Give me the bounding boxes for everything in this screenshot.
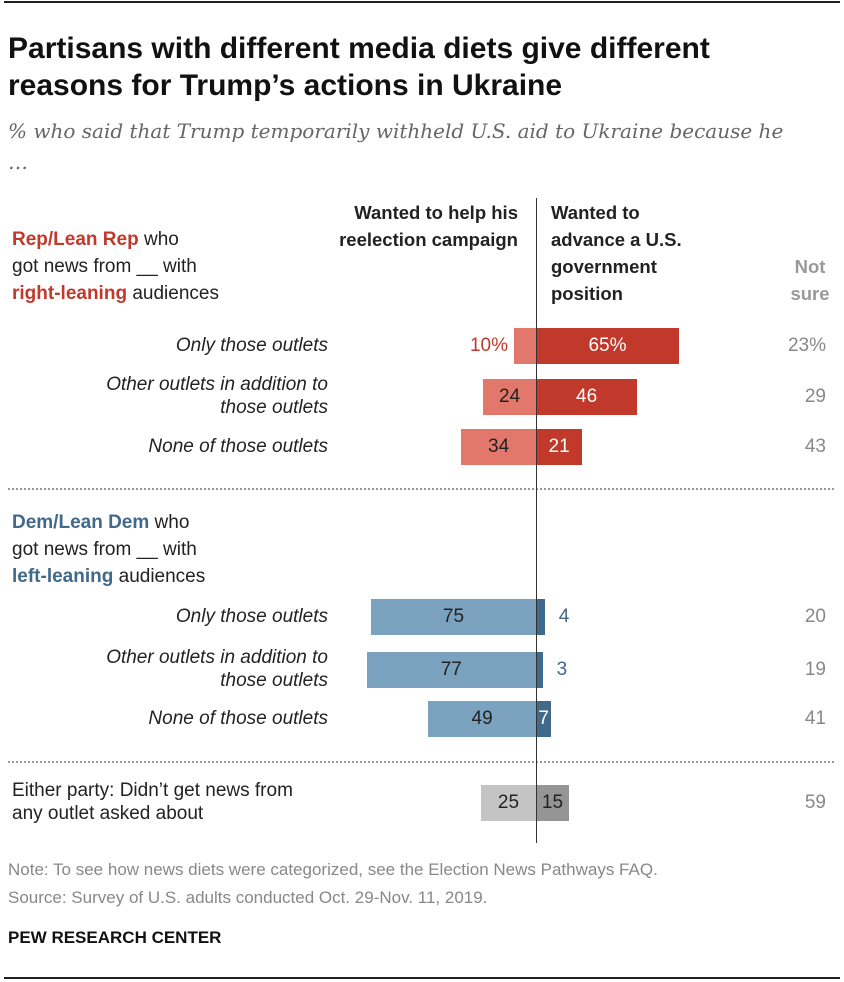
row-label: Other outlets in addition to those outle…: [106, 374, 328, 418]
source: Source: Survey of U.S. adults conducted …: [8, 888, 488, 907]
value-reelection: 77: [440, 659, 462, 680]
note: Note: To see how news diets were categor…: [8, 860, 658, 879]
group-party: Dem/Lean Dem: [12, 512, 150, 533]
bar-government: [536, 701, 552, 737]
value-government: 15: [541, 792, 564, 813]
value-government: 7: [538, 708, 549, 729]
group-party: Rep/Lean Rep: [12, 229, 139, 250]
group-line2: got news from __ with: [12, 256, 197, 277]
group-aud: audiences: [127, 283, 219, 304]
group-lean: right-leaning: [12, 283, 128, 304]
row-label: None of those outlets: [148, 708, 328, 729]
chart-title: Partisans with different media diets giv…: [8, 32, 710, 102]
value-government: 46: [576, 386, 598, 407]
bar-government: [536, 785, 569, 821]
divider: [8, 761, 834, 763]
bar-reelection: [371, 599, 536, 635]
value-not-sure: 41: [804, 708, 826, 729]
bar-government: [536, 652, 543, 688]
value-reelection: 10%: [469, 335, 508, 356]
group-header-rep: Rep/Lean Rep who got news from __ with r…: [12, 226, 219, 307]
bottom-rule: [4, 977, 840, 979]
zero-axis: [536, 198, 538, 843]
group-who: who: [149, 512, 190, 533]
column-header-reelection: Wanted to help his reelection campaign: [339, 202, 518, 250]
value-reelection: 49: [471, 708, 493, 729]
bar-reelection: [461, 429, 536, 465]
bar-reelection: [428, 701, 536, 737]
chart-subtitle: % who said that Trump temporarily withhe…: [8, 119, 784, 174]
value-not-sure: 20: [804, 606, 826, 627]
value-government: 3: [556, 659, 568, 680]
bar-reelection: [483, 379, 536, 415]
row-label: Other outlets in addition to those outle…: [106, 647, 328, 691]
bar-government: [536, 379, 638, 415]
group-aud: audiences: [113, 566, 206, 587]
bar-reelection: [481, 785, 536, 821]
bar-government: [536, 429, 583, 465]
row-label: Either party: Didn’t get news from any o…: [12, 780, 293, 824]
row-label: Only those outlets: [175, 335, 328, 356]
value-not-sure: 43: [804, 436, 826, 457]
row-label: None of those outlets: [148, 436, 328, 457]
value-not-sure: 23%: [787, 335, 826, 356]
value-reelection: 25: [497, 792, 520, 813]
bar-government: [536, 328, 679, 364]
value-not-sure: 19: [804, 659, 826, 680]
value-not-sure: 59: [804, 792, 826, 813]
bar-reelection: [514, 328, 536, 364]
divider: [8, 488, 834, 490]
group-who: who: [138, 229, 179, 250]
value-government: 65%: [588, 335, 627, 356]
row-label: Only those outlets: [175, 606, 328, 627]
group-lean: left-leaning: [12, 566, 114, 587]
column-header-not-sure: Not sure: [790, 256, 830, 304]
value-reelection: 24: [499, 386, 521, 407]
bar-government: [536, 599, 545, 635]
top-rule: [4, 1, 840, 3]
group-line2: got news from __ with: [12, 539, 197, 560]
value-reelection: 34: [488, 436, 510, 457]
value-government: 21: [548, 436, 570, 457]
value-reelection: 75: [442, 606, 465, 627]
bar-reelection: [366, 652, 536, 688]
column-header-government: Wanted to advance a U.S. government posi…: [551, 202, 682, 304]
pew-logo: PEW RESEARCH CENTER: [8, 928, 222, 947]
group-header-dem: Dem/Lean Dem who got news from __ with l…: [12, 509, 205, 590]
value-not-sure: 29: [804, 386, 826, 407]
value-government: 4: [558, 606, 570, 627]
